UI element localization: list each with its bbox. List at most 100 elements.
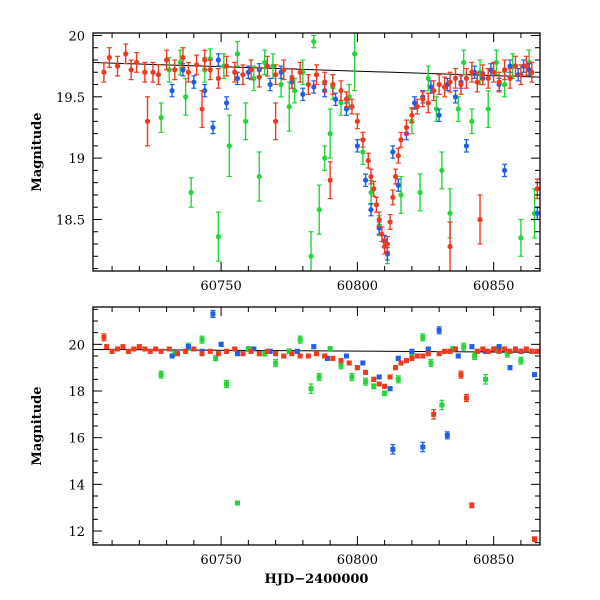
- top-data-point: [447, 210, 453, 216]
- bottom-data-point: [420, 444, 426, 450]
- top-data-point: [262, 59, 268, 66]
- bottom-data-point: [458, 372, 464, 378]
- top-data-point: [365, 157, 371, 164]
- top-data-point: [384, 241, 390, 247]
- top-data-point: [436, 112, 442, 118]
- bottom-data-point: [289, 351, 295, 357]
- top-data-point: [158, 115, 164, 121]
- top-data-point: [106, 54, 112, 61]
- top-data-point: [297, 69, 303, 75]
- top-data-point: [368, 207, 374, 213]
- top-x-tick-label: 60800: [337, 279, 378, 294]
- bottom-data-point: [354, 365, 360, 371]
- top-data-point: [436, 81, 442, 88]
- top-data-point: [330, 81, 336, 88]
- bottom-data-point: [308, 386, 314, 392]
- top-data-point: [163, 57, 170, 63]
- bottom-data-point: [436, 351, 442, 357]
- top-data-point: [452, 94, 459, 100]
- top-data-point: [234, 51, 241, 57]
- top-data-point: [202, 88, 208, 94]
- top-data-point: [496, 79, 502, 85]
- top-data-point: [368, 173, 374, 180]
- top-data-point: [142, 69, 148, 75]
- top-data-point: [256, 173, 262, 180]
- top-data-point: [311, 38, 317, 45]
- bottom-data-point: [234, 500, 240, 506]
- bottom-data-point: [371, 376, 377, 382]
- top-data-point: [243, 118, 249, 124]
- bottom-y-axis-title: Magnitude: [30, 386, 45, 465]
- bottom-data-point: [174, 351, 180, 357]
- bottom-y-tick-label: 16: [68, 432, 85, 447]
- top-y-tick-label: 18.5: [56, 213, 85, 228]
- bottom-data-point: [420, 353, 426, 359]
- top-data-point: [447, 79, 453, 85]
- bottom-data-point: [248, 348, 254, 354]
- bottom-data-point: [273, 351, 279, 357]
- bottom-data-point: [199, 337, 205, 343]
- top-data-point: [390, 149, 396, 155]
- top-data-point: [311, 84, 317, 90]
- top-data-point: [215, 234, 221, 240]
- bottom-data-point: [338, 362, 344, 368]
- bottom-data-point: [382, 383, 388, 389]
- top-plot-frame: [92, 32, 541, 272]
- top-data-point: [313, 72, 320, 78]
- bottom-data-point: [453, 346, 459, 352]
- bottom-data-point: [474, 348, 480, 354]
- top-x-tick-label: 60750: [200, 279, 241, 294]
- top-data-point: [169, 88, 175, 94]
- bottom-data-point: [224, 381, 230, 387]
- bottom-data-point: [461, 344, 467, 350]
- bottom-data-point: [414, 353, 420, 359]
- top-data-point: [210, 124, 216, 131]
- bottom-data-point: [469, 344, 475, 350]
- bottom-data-point: [281, 353, 287, 359]
- top-data-point: [447, 243, 453, 250]
- top-data-point: [485, 75, 491, 81]
- top-data-point: [518, 235, 524, 241]
- top-data-point: [226, 143, 232, 149]
- top-data-point: [474, 79, 480, 85]
- bottom-data-point: [409, 348, 415, 354]
- top-data-point: [338, 100, 344, 106]
- top-data-point: [409, 112, 415, 118]
- bottom-data-point: [534, 348, 540, 354]
- top-data-point: [338, 88, 344, 94]
- bottom-data-point: [485, 348, 491, 354]
- top-data-point: [215, 75, 221, 81]
- top-data-point: [384, 251, 390, 257]
- bottom-data-point: [455, 353, 461, 359]
- top-data-point: [428, 84, 434, 90]
- top-data-point: [512, 63, 519, 69]
- top-data-point: [433, 106, 440, 112]
- top-data-point: [371, 186, 377, 192]
- bottom-y-tick-label: 14: [68, 478, 85, 493]
- top-data-point: [417, 189, 423, 196]
- top-data-point: [316, 207, 322, 213]
- bottom-data-point: [172, 351, 178, 357]
- top-data-point: [395, 153, 401, 159]
- bottom-data-point: [213, 355, 219, 361]
- bottom-data-point: [294, 348, 300, 354]
- top-data-point: [491, 69, 497, 75]
- top-data-point: [523, 63, 529, 69]
- top-data-point: [420, 96, 426, 102]
- bottom-data-point: [496, 348, 502, 354]
- top-data-point: [354, 143, 360, 149]
- bottom-data-point: [529, 348, 535, 354]
- top-data-point: [166, 67, 172, 73]
- bottom-data-point: [504, 351, 510, 357]
- bottom-data-point: [297, 337, 303, 343]
- top-data-point: [414, 104, 420, 110]
- bottom-data-point: [469, 502, 475, 508]
- bottom-data-point: [393, 365, 399, 371]
- top-data-point: [412, 100, 418, 106]
- bottom-y-tick-label: 12: [68, 525, 85, 540]
- bottom-x-tick-label: 60800: [337, 553, 378, 568]
- bottom-data-point: [314, 351, 319, 357]
- top-data-point: [392, 173, 399, 180]
- bottom-data-point: [431, 411, 437, 417]
